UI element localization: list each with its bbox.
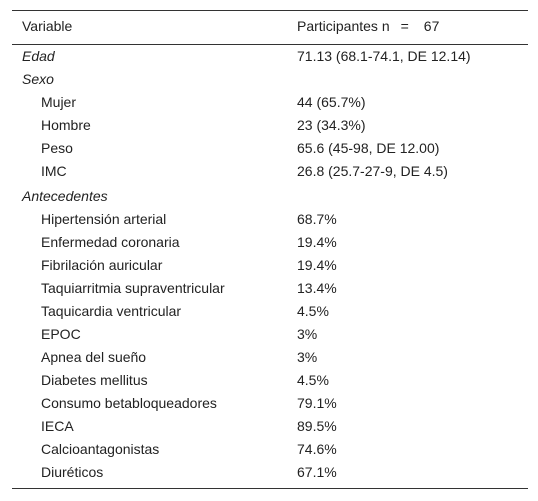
header-rule bbox=[12, 44, 528, 45]
row-value: 26.8 (25.7-27-9, DE 4.5) bbox=[297, 163, 448, 179]
row-label: Consumo betabloqueadores bbox=[41, 395, 217, 411]
row-label: Diuréticos bbox=[41, 464, 104, 480]
row-label: Antecedentes bbox=[22, 188, 108, 204]
row-value: 19.4% bbox=[297, 257, 337, 273]
row-label: IECA bbox=[41, 418, 74, 434]
row-value: 67.1% bbox=[297, 464, 337, 480]
header-variable: Variable bbox=[22, 18, 73, 34]
row-value: 4.5% bbox=[297, 303, 329, 319]
row-value: 44 (65.7%) bbox=[297, 94, 366, 110]
row-value: 4.5% bbox=[297, 372, 329, 388]
row-label: Hipertensión arterial bbox=[41, 211, 167, 227]
top-rule bbox=[12, 10, 528, 11]
row-label: Hombre bbox=[41, 117, 91, 133]
bottom-rule bbox=[12, 488, 528, 489]
row-label: Taquiarritmia supraventricular bbox=[41, 280, 225, 296]
row-label: Edad bbox=[22, 48, 55, 64]
row-label: Calcioantagonistas bbox=[41, 441, 160, 457]
row-label: Diabetes mellitus bbox=[41, 372, 148, 388]
row-value: 68.7% bbox=[297, 211, 337, 227]
row-label: Mujer bbox=[41, 94, 77, 110]
header-n: 67 bbox=[423, 18, 440, 34]
row-label: Taquicardia ventricular bbox=[41, 303, 182, 319]
row-value: 71.13 (68.1-74.1, DE 12.14) bbox=[297, 48, 471, 64]
row-label: Apnea del sueño bbox=[41, 349, 147, 365]
row-value: 65.6 (45-98, DE 12.00) bbox=[297, 140, 440, 156]
row-value: 79.1% bbox=[297, 395, 337, 411]
row-label: Peso bbox=[41, 140, 73, 156]
row-value: 13.4% bbox=[297, 280, 337, 296]
row-value: 23 (34.3%) bbox=[297, 117, 366, 133]
row-value: 89.5% bbox=[297, 418, 337, 434]
row-label: Sexo bbox=[22, 71, 54, 87]
header-label: Participantes n bbox=[297, 18, 390, 34]
row-value: 19.4% bbox=[297, 234, 337, 250]
row-label: Enfermedad coronaria bbox=[41, 234, 180, 250]
row-value: 74.6% bbox=[297, 441, 337, 457]
row-label: Fibrilación auricular bbox=[41, 257, 163, 273]
row-label: IMC bbox=[41, 163, 67, 179]
header-equals: = bbox=[400, 18, 409, 34]
row-label: EPOC bbox=[41, 326, 81, 342]
header-participants: Participantes n = 67 bbox=[297, 15, 439, 38]
row-value: 3% bbox=[297, 349, 318, 365]
row-value: 3% bbox=[297, 326, 318, 342]
